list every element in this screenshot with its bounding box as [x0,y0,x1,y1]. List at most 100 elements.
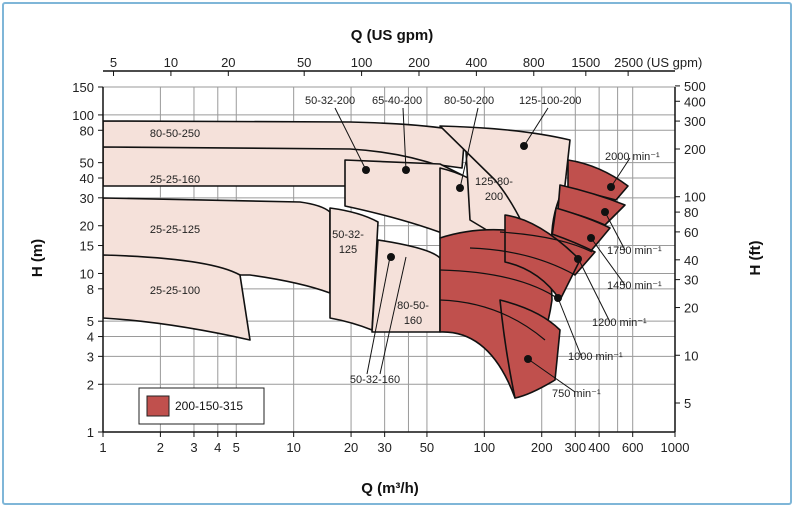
speed-label: 750 min⁻¹ [552,388,601,400]
label-leaders [334,107,631,393]
leader-line [366,256,391,375]
bottom-tick-label: 3 [190,440,197,455]
bottom-tick-label: 30 [377,440,391,455]
speed-label: 1000 min⁻¹ [568,351,623,363]
left-tick-label: 30 [80,191,94,206]
legend-swatch [146,395,170,417]
left-tick-label: 1 [87,425,94,440]
leader-line [459,107,479,189]
leader-line [523,107,549,147]
bottom-tick-label: 2 [157,440,164,455]
right-tick-label: 60 [684,225,698,240]
area-25-25-100 [103,254,251,341]
top-tick-label: 50 [297,55,311,70]
pump-curve-areas [103,120,629,399]
leader-line [402,107,407,171]
pump-label-50-32-160: 50-32-160 [350,374,400,386]
right-tick-label: 500 [684,79,706,94]
marker-dot [587,234,595,242]
pump-label-25-25-100: 25-25-100 [150,285,200,297]
pump-labels: 80-50-250 25-25-160 25-25-125 25-25-100 50-3… [150,95,662,400]
marker-dot [387,253,395,261]
marker-dot [520,142,528,150]
pump-label-50-32-125: 50-32- 125 [332,229,364,256]
bottom-tick-label: 1000 [661,440,690,455]
marker-dot [554,294,562,302]
bottom-tick-label: 5 [233,440,240,455]
right-tick-label: 10 [684,348,698,363]
legend-label: 200-150-315 [175,399,243,413]
speed-curve [469,247,576,276]
left-tick-label: 20 [80,219,94,234]
leader-line [610,157,631,188]
bottom-tick-label: 4 [214,440,221,455]
top-axis-title: Q (US gpm) [351,27,434,44]
marker-dot [574,255,582,263]
speed-label: 2000 min⁻¹ [605,151,660,163]
speed-curve [499,231,593,253]
left-tick-label: 15 [80,239,94,254]
pump-label-line: 50-32- [332,229,364,241]
marker-dot [607,183,615,191]
bottom-tick-label: 10 [286,440,300,455]
top-tick-label: 100 [351,55,373,70]
speed-curve [439,269,561,301]
marker-dot [402,166,410,174]
pump-label-50-32-200: 50-32-200 [305,95,355,107]
leader-line [604,211,626,251]
leader-line [379,256,407,375]
speed-curve [439,299,546,341]
speed-label: 1200 min⁻¹ [592,317,647,329]
pump-label-125-100-200: 125-100-200 [519,95,581,107]
pump-label-line: 200 [485,191,503,203]
left-tick-label: 3 [87,349,94,364]
pump-label-25-25-160: 25-25-160 [150,174,200,186]
pump-label-line: 125 [339,244,357,256]
area-50-32-125 [329,207,379,331]
right-tick-label: 400 [684,94,706,109]
bottom-axis-title: Q (m³/h) [361,480,419,497]
right-tick-label: 20 [684,301,698,316]
speed-label: 1750 min⁻¹ [607,245,662,257]
right-tick-label: 5 [684,396,691,411]
pump-label-80-50-250: 80-50-250 [150,128,200,140]
left-tick-label: 10 [80,266,94,281]
marker-dot [362,166,370,174]
top-tick-label: 5 [110,55,117,70]
leader-line [527,358,576,393]
left-axis-title: H (m) [29,239,46,277]
left-tick-label: 2 [87,377,94,392]
pump-label-line: 80-50- [397,300,429,312]
bottom-tick-label: 100 [473,440,495,455]
left-tick-label: 150 [72,80,94,95]
top-tick-label: 1500 [571,55,600,70]
pump-label-line: 125-80- [475,176,513,188]
marker-dot [456,184,464,192]
area-1000 [504,214,581,301]
right-tick-label: 200 [684,142,706,157]
left-tick-label: 8 [87,282,94,297]
bottom-tick-label: 400 [588,440,610,455]
left-tick-label: 50 [80,156,94,171]
leader-line [590,237,626,286]
top-tick-label: 10 [164,55,178,70]
chart-frame [2,2,792,505]
bottom-tick-label: 20 [344,440,358,455]
marker-dot [601,208,609,216]
speed-label: 1450 min⁻¹ [607,280,662,292]
top-tick-label: 20 [221,55,235,70]
left-tick-label: 100 [72,108,94,123]
left-tick-label: 80 [80,123,94,138]
leader-line [577,257,611,323]
right-axis-title: H (ft) [747,241,764,276]
marker-dot [524,355,532,363]
pump-label-line: 160 [404,315,422,327]
left-tick-label: 5 [87,314,94,329]
left-tick-label: 4 [87,330,94,345]
top-tick-label: 800 [523,55,545,70]
pump-label-80-50-160: 80-50- 160 [397,300,429,327]
right-tick-label: 100 [684,190,706,205]
pump-label-80-50-200: 80-50-200 [444,95,494,107]
